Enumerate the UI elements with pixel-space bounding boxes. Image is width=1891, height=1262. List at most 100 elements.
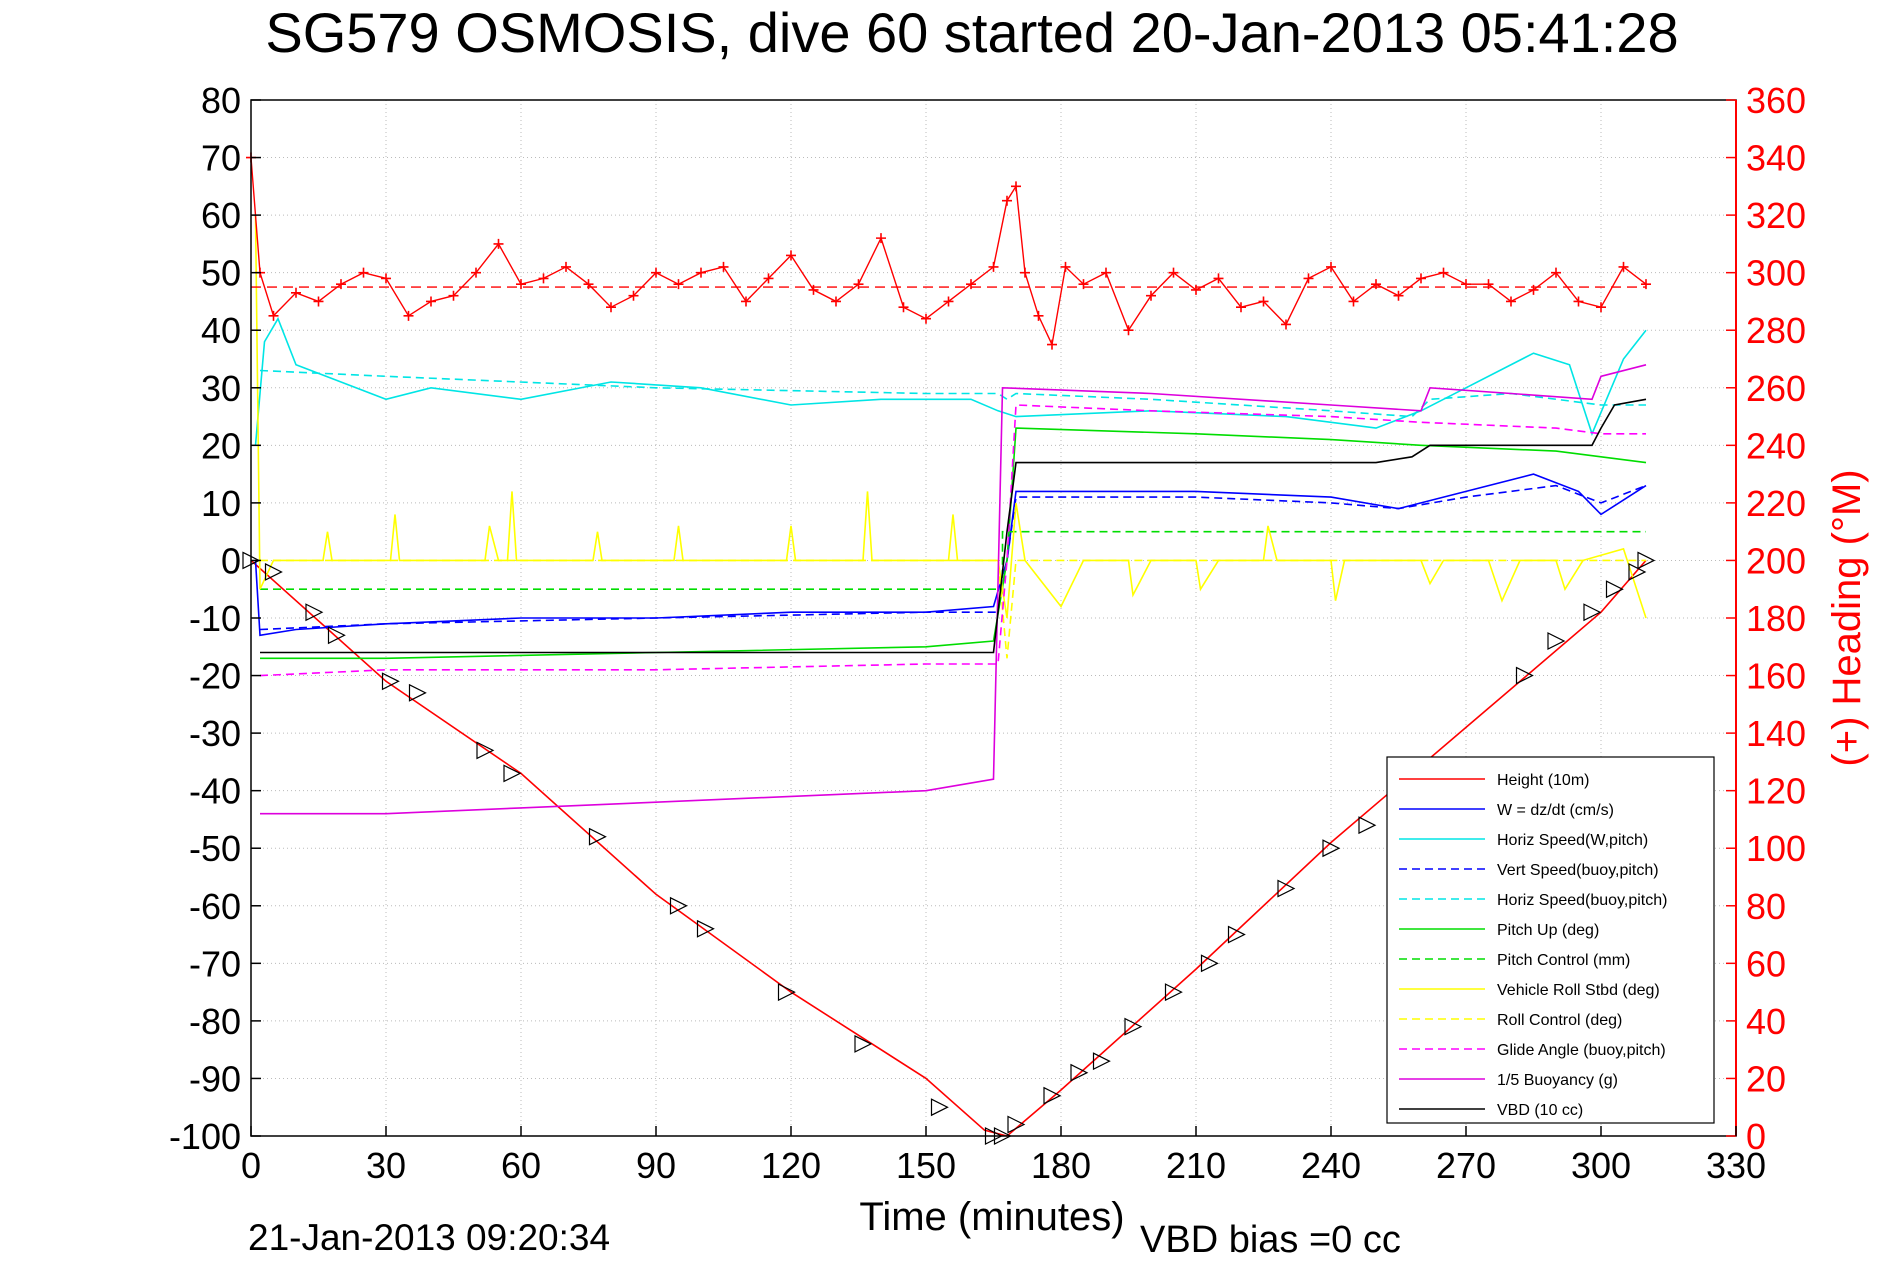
right-y-tick-label: 300 [1746,253,1806,294]
right-y-tick-label: 280 [1746,310,1806,351]
right-y-tick-label: 20 [1746,1058,1786,1099]
heading-marker [538,273,549,284]
heading-marker [1573,296,1584,307]
y-tick-label: 50 [201,253,241,294]
legend-label: VBD (10 cc) [1497,1102,1583,1119]
heading-marker [696,267,706,278]
y-tick-label: 80 [201,80,241,121]
heading-marker [1060,261,1071,272]
heading-marker [1528,284,1539,295]
right-y-tick-label: 160 [1746,656,1806,697]
heading-marker [1213,273,1224,284]
dive-marker [1358,816,1377,835]
heading-marker [786,250,796,261]
legend-label: Horiz Speed(W,pitch) [1497,832,1648,849]
y-tick-label: 20 [201,425,241,466]
heading-marker [763,273,774,284]
heading-marker [516,279,526,290]
heading-marker [471,267,481,278]
heading-marker [1326,261,1336,272]
heading-marker [1483,279,1494,290]
dive-marker [696,919,715,938]
heading-marker [381,273,391,284]
y-tick-label: -80 [189,1001,241,1042]
heading-marker [988,261,999,272]
vbd-bias-label: VBD bias =0 cc [1140,1219,1401,1261]
heading-marker [1416,273,1426,284]
right-y-tick-label: 100 [1746,828,1806,869]
series-line [259,484,1647,631]
heading-marker [943,296,954,307]
heading-marker [1236,302,1246,313]
heading-marker [1123,325,1134,336]
heading-marker [1348,296,1359,307]
y-tick-label: 70 [201,138,241,179]
x-tick-label: 300 [1571,1145,1631,1186]
x-tick-label: 150 [896,1145,956,1186]
x-tick-label: 240 [1301,1145,1361,1186]
legend-label: Vert Speed(buoy,pitch) [1497,862,1659,879]
legend-label: Roll Control (deg) [1497,1012,1622,1029]
right-y-tick-label: 60 [1746,943,1786,984]
heading-marker [1303,273,1314,284]
right-y-tick-label: 360 [1746,80,1806,121]
legend-label: Horiz Speed(buoy,pitch) [1497,892,1667,909]
dive-marker [1164,983,1183,1002]
series-line [259,404,1646,677]
dive-marker [1583,603,1602,622]
heading-marker [651,267,661,278]
legend-label: 1/5 Buoyancy (g) [1497,1072,1618,1089]
dive-marker [503,764,522,783]
x-tick-label: 90 [636,1145,676,1186]
heading-marker [1191,284,1201,295]
heading-marker [291,287,301,298]
dive-marker [1605,580,1624,599]
dive-marker [1227,925,1246,944]
heading-marker [426,296,436,307]
heading-marker [561,261,571,272]
dive-marker [1200,954,1219,973]
heading-marker [1281,319,1291,330]
heading-marker [1551,267,1561,278]
heading-marker [808,284,819,295]
y-tick-label: 40 [201,310,241,351]
y-tick-label: -60 [189,886,241,927]
legend-label: Pitch Control (mm) [1497,952,1630,969]
dive-marker [1547,632,1566,650]
dive-marker [305,603,324,622]
heading-marker [403,310,414,321]
dive-marker [588,827,607,846]
right-y-tick-label: 200 [1746,540,1806,581]
series-line [254,316,1647,446]
heading-marker [1047,339,1057,350]
heading-marker [1258,296,1269,307]
dive-marker [1322,839,1341,858]
heading-marker [583,279,594,290]
series-layer [250,215,1647,1137]
heading-marker [898,302,909,313]
series-line [254,215,1647,619]
x-axis: 0 30 60 90 120 150 180 210 240 270 300 330 [241,1126,1766,1186]
heading-marker [1371,279,1381,290]
dive-marker [1515,666,1534,685]
heading-marker [628,290,639,301]
heading-marker [966,279,976,290]
heading-marker [268,310,279,321]
dive-marker [408,683,427,702]
dive-marker [264,562,283,581]
dive-marker [381,672,400,691]
right-y-tick-label: 220 [1746,483,1806,524]
x-tick-label: 60 [501,1145,541,1186]
dive-marker [1124,1017,1143,1036]
heading-marker [831,296,841,307]
heading-marker [1506,296,1516,307]
dive-marker [476,741,495,760]
heading-marker [673,279,684,290]
right-y-tick-label: 0 [1746,1116,1766,1157]
heading-marker [1461,279,1471,290]
right-y-tick-label: 340 [1746,138,1806,179]
y-tick-label: 30 [201,368,241,409]
heading-marker [921,313,931,324]
right-y-tick-label: 80 [1746,886,1786,927]
heading-marker [1078,279,1089,290]
